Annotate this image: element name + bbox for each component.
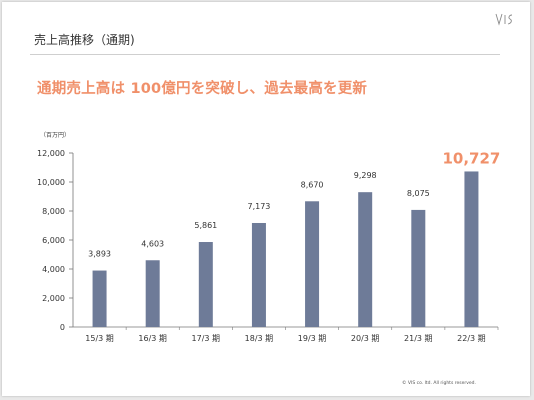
value-label: 9,298 — [354, 171, 377, 180]
value-label: 5,861 — [194, 221, 217, 230]
value-label: 8,075 — [407, 189, 430, 198]
bar — [411, 209, 426, 327]
value-label: 3,893 — [88, 250, 111, 259]
title-divider — [30, 54, 500, 55]
bar — [358, 192, 373, 327]
slide — [2, 2, 530, 396]
x-tick-label: 21/3 期 — [404, 334, 433, 343]
value-label: 8,670 — [301, 180, 324, 189]
y-tick-label: 10,000 — [37, 178, 65, 187]
y-tick-label: 6,000 — [42, 236, 65, 245]
bar — [92, 270, 107, 327]
bar — [251, 222, 266, 327]
x-tick-label: 17/3 期 — [192, 334, 221, 343]
y-axis-unit-label: （百万円） — [40, 132, 71, 139]
y-tick-label: 2,000 — [42, 294, 65, 303]
y-tick-label: 8,000 — [42, 207, 65, 216]
x-tick-label: 19/3 期 — [298, 334, 327, 343]
bar — [198, 242, 213, 327]
x-tick-label: 16/3 期 — [138, 334, 167, 343]
copyright: © VIS co. ltd. All rights reserved. — [402, 381, 476, 386]
x-tick-label: 22/3 期 — [457, 334, 486, 343]
value-label: 4,603 — [141, 239, 164, 248]
x-tick-label: 18/3 期 — [245, 334, 274, 343]
y-tick-label: 4,000 — [42, 265, 65, 274]
headline: 通期売上高は 100億円を突破し、過去最高を更新 — [37, 81, 368, 97]
bar — [145, 260, 160, 327]
vis-logo-icon — [495, 13, 513, 26]
y-tick-label: 12,000 — [37, 149, 65, 158]
value-label: 7,173 — [247, 202, 270, 211]
bar — [305, 201, 320, 327]
x-tick-label: 15/3 期 — [85, 334, 114, 343]
y-tick-label: 0 — [60, 323, 65, 332]
slide-title: 売上高推移（通期) — [34, 33, 135, 47]
x-tick-label: 20/3 期 — [351, 334, 380, 343]
bar — [464, 171, 479, 327]
value-label: 10,727 — [442, 149, 500, 167]
